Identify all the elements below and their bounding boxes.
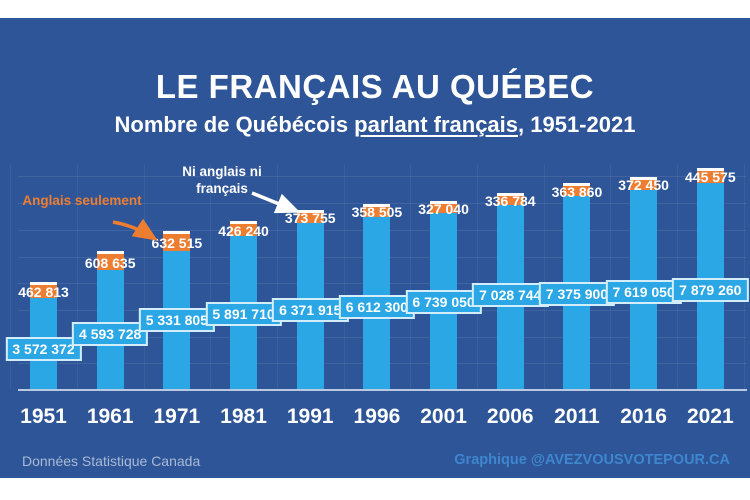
bar-neither-cap — [496, 193, 524, 197]
gridline-vertical — [276, 164, 278, 390]
bar-neither-cap — [230, 221, 258, 225]
bar-english-only-segment — [363, 206, 391, 217]
bar-english-only-segment — [163, 233, 191, 251]
bar-english-only-segment — [230, 224, 258, 236]
annotation-english-only: Anglais seulement — [22, 193, 142, 208]
year-label-1996: 1996 — [353, 405, 401, 428]
bar-english-only-segment — [563, 186, 591, 197]
non-french-value-label: 462 813 — [18, 283, 69, 300]
french-value-box: 6 612 300 — [338, 295, 416, 319]
bar-neither-cap — [563, 183, 591, 187]
bar-neither-cap — [363, 203, 391, 207]
year-label-1991: 1991 — [286, 405, 334, 428]
non-french-value-label: 373 755 — [284, 210, 336, 227]
non-french-value-label: 358 505 — [351, 204, 403, 221]
bar-english-only-segment — [696, 170, 724, 183]
non-french-value-label: 372 450 — [618, 177, 669, 194]
gridline-vertical — [143, 164, 145, 390]
chart-subtitle: Nombre de Québécois parlant français, 19… — [0, 112, 750, 138]
bar-english-only-segment — [96, 254, 124, 271]
non-french-value-label: 327 040 — [418, 201, 469, 218]
non-french-value-label: 336 784 — [484, 193, 536, 210]
gridline-vertical — [210, 164, 212, 390]
year-label-1971: 1971 — [153, 405, 201, 428]
french-value-box: 7 879 260 — [672, 278, 749, 302]
year-label-2006: 2006 — [486, 405, 534, 428]
bar-neither-cap — [30, 282, 57, 286]
non-french-value-label: 608 635 — [84, 254, 136, 271]
french-value-box: 6 371 915 — [272, 298, 349, 322]
bar-english-only-segment — [296, 212, 324, 223]
bar-neither-cap — [96, 251, 124, 255]
subtitle-underlined-phrase: parlant français — [354, 112, 519, 137]
french-value-box: 5 331 805 — [138, 308, 216, 332]
non-french-value-label: 363 860 — [551, 183, 603, 200]
gridline-vertical — [76, 164, 78, 390]
gridline-vertical — [343, 164, 345, 390]
french-value-box: 7 375 900 — [538, 282, 616, 306]
french-value-box: 7 028 744 — [472, 283, 549, 307]
french-value-box: 5 891 710 — [205, 302, 282, 326]
french-value-box: 7 619 050 — [605, 280, 682, 304]
data-source-note: Données Statistique Canada — [22, 453, 201, 469]
graphic-credit: Graphique @AVEZVOUSVOTEPOUR.CA — [454, 452, 730, 468]
gridline-vertical — [410, 164, 412, 390]
gridline-vertical — [676, 164, 678, 390]
bar-english-only-segment — [430, 204, 458, 214]
year-label-2016: 2016 — [620, 405, 667, 428]
french-value-box: 3 572 372 — [5, 337, 82, 361]
x-axis-line — [18, 389, 747, 391]
year-label-2001: 2001 — [420, 405, 467, 428]
bar-neither-cap — [296, 209, 324, 213]
non-french-value-label: 426 240 — [218, 222, 269, 239]
bar-english-only-segment — [630, 179, 658, 190]
bar-1961 — [96, 251, 124, 390]
bar-neither-cap — [430, 201, 458, 205]
french-value-box: 4 593 728 — [72, 322, 149, 346]
annotation-neither: Ni anglais ni français — [182, 164, 262, 196]
year-label-1951: 1951 — [20, 405, 67, 428]
chart-title: LE FRANÇAIS AU QUÉBEC — [155, 68, 595, 105]
gridline-horizontal — [18, 176, 746, 178]
gridline-vertical — [743, 164, 745, 390]
bar-english-only-segment — [30, 285, 57, 298]
gridline-vertical — [610, 164, 612, 390]
year-label-2021: 2021 — [686, 405, 734, 428]
year-label-1981: 1981 — [220, 405, 267, 428]
non-french-value-label: 632 515 — [151, 234, 203, 251]
gridline-vertical — [10, 164, 12, 390]
bar-neither-cap — [163, 230, 191, 234]
bar-english-only-segment — [496, 196, 524, 206]
gridline-horizontal — [18, 203, 746, 205]
year-label-1961: 1961 — [86, 405, 134, 428]
gridline-vertical — [543, 164, 545, 390]
non-french-value-label: 445 575 — [684, 169, 736, 186]
bar-neither-cap — [696, 167, 724, 171]
subtitle-prefix: Nombre de Québécois — [114, 112, 355, 137]
bar-neither-cap — [630, 176, 658, 180]
year-label-2011: 2011 — [554, 405, 600, 428]
subtitle-suffix: , 1951-2021 — [518, 112, 636, 137]
french-value-box: 6 739 050 — [405, 290, 482, 314]
gridline-vertical — [476, 164, 478, 390]
